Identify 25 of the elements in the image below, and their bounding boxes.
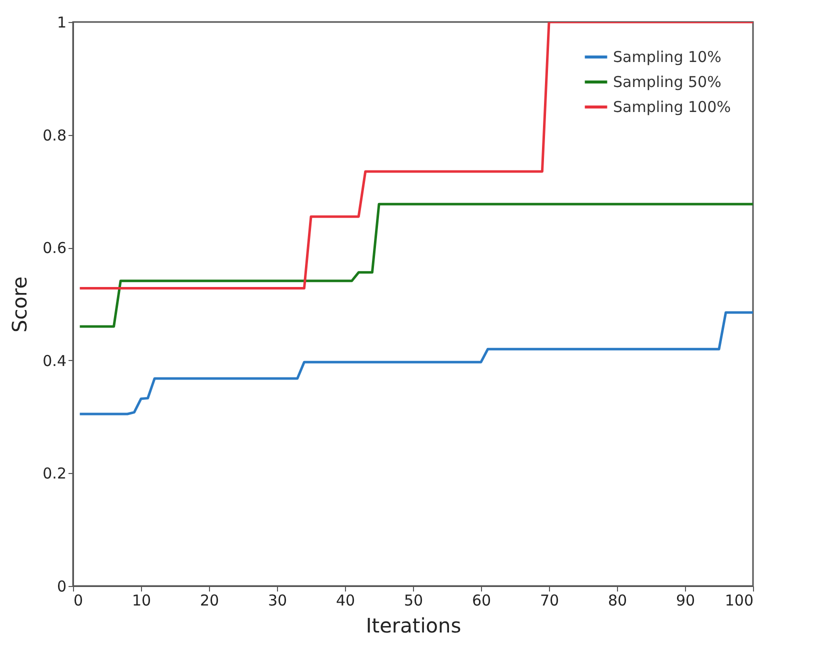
- x-tick-label: 10: [132, 592, 152, 610]
- y-tick-label: 0: [56, 578, 66, 596]
- x-tick-label: 50: [404, 592, 424, 610]
- x-axis-title: Iterations: [366, 614, 462, 638]
- x-tick-label: 100: [724, 592, 754, 610]
- y-tick-label: 0.6: [42, 239, 66, 258]
- y-tick-label: 1: [56, 14, 66, 32]
- line-series: [78, 202, 753, 328]
- y-tick-label: 0.8: [42, 126, 66, 144]
- y-tick-label: 0.4: [42, 352, 66, 370]
- legend-label: Sampling 50%: [613, 73, 722, 91]
- x-tick-label: 90: [676, 592, 696, 610]
- line-series: [78, 311, 753, 416]
- y-tick-label: 0.2: [42, 464, 66, 483]
- x-tick-label: 20: [200, 592, 220, 610]
- x-tick-label: 40: [336, 592, 356, 610]
- x-tick-label: 30: [268, 592, 288, 610]
- line-series: [78, 22, 753, 290]
- x-tick-label: 70: [540, 592, 560, 610]
- x-tick-label: 0: [74, 592, 84, 610]
- y-axis-title: Score: [8, 276, 32, 333]
- x-tick-label: 60: [472, 592, 492, 610]
- x-tick-label: 80: [608, 592, 628, 610]
- legend-label: Sampling 10%: [613, 48, 722, 66]
- legend-label: Sampling 100%: [613, 98, 731, 116]
